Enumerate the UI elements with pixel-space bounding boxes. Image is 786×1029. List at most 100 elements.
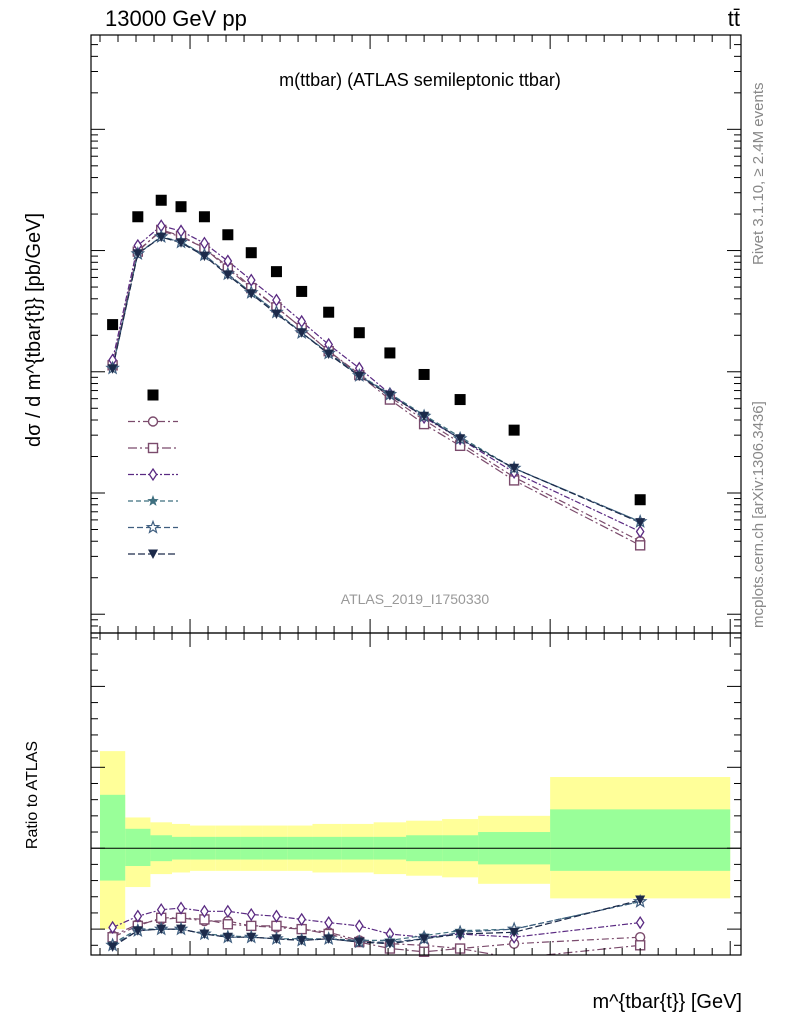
point-p392 [635,524,645,539]
ratio-point-p392 [297,912,307,927]
point-data [384,347,396,359]
point-data [323,306,335,318]
legend-marker [147,389,159,401]
ratio-point-p391 [222,919,234,930]
point-data [222,229,234,241]
point-data [155,194,167,206]
point-data [634,494,646,506]
point-p398 [132,249,143,259]
main-ylabel: dσ / d m^{tbar{t}} [pb/GeV] [23,213,45,447]
series-line-p397 [112,236,641,523]
ratio-point-p398 [384,939,395,949]
point-p398 [156,232,167,243]
legend-marker [148,467,158,482]
ratio-point-p398 [176,924,187,935]
legend-marker [147,442,159,454]
legend-item-p396 [128,495,178,506]
ratio-point-p398 [246,932,257,943]
point-p398 [419,411,430,422]
point-p398 [384,390,395,401]
ratio-point-p398 [156,924,167,935]
ratio-point-p392 [324,915,334,930]
legend-marker [148,549,158,559]
ratio-point-p398 [199,929,210,939]
legend-marker [147,416,159,427]
ratio-line-p392 [112,907,641,938]
point-data [132,211,144,223]
point-p391 [634,540,646,551]
point-p398 [107,364,118,374]
legend-item-p390 [128,416,178,427]
ratio-point-p398 [132,926,143,936]
point-data [198,211,210,223]
main-title: m(ttbar) (ATLAS semileptonic ttbar) [279,70,561,90]
point-p398 [199,251,210,262]
point-p398 [271,309,282,319]
ratio-line-p391 [112,917,641,955]
ratio-point-p392 [200,904,209,918]
ratio-line-p390 [112,917,641,950]
ratio-band-inner [100,794,126,881]
point-p398 [176,238,187,248]
ratio-point-p392 [223,904,233,918]
ratio-point-p392 [246,907,256,922]
ratio-band-inner [125,828,151,867]
point-data [107,319,119,331]
point-p398 [354,371,365,382]
header-right: tt̄ [728,6,740,31]
ratio-point-p398 [455,929,466,939]
ratio-line-p397 [112,901,641,946]
ratio-point-p398 [354,937,365,948]
legend-marker [147,495,159,506]
point-data [296,285,308,297]
ratio-band-inner [550,809,731,871]
ratio-point-p392 [156,903,166,917]
series-line-p391 [112,229,641,546]
ratio-point-p392 [133,909,143,923]
legend-item-p398 [128,549,178,559]
legend-marker [145,519,161,534]
point-data [270,266,282,278]
ratio-point-p398 [271,934,282,944]
point-data [418,368,430,380]
ratio-point-p391 [246,920,257,932]
point-p398 [455,434,466,444]
ratio-point-p392 [176,901,186,915]
ratio-line-p398 [112,899,641,948]
side-label-top: Rivet 3.1.10, ≥ 2.4M events [750,83,767,266]
point-data [454,394,466,406]
main-plot [90,34,742,634]
ratio-point-p398 [419,934,430,944]
ratio-point-p398 [635,895,646,905]
series-line-p392 [112,225,641,533]
ratio-line-p396 [112,901,641,945]
legend-item-data [147,389,159,401]
ratio-point-p392 [354,919,364,933]
point-p398 [246,289,257,299]
point-p398 [509,463,520,474]
series-line-p390 [112,230,641,542]
ratio-ylabel: Ratio to ATLAS [24,741,41,849]
x-axis-label: m^{tbar{t}} [GeV] [593,991,742,1013]
analysis-id: ATLAS_2019_I1750330 [341,591,490,607]
point-p398 [323,349,334,360]
point-data [245,247,257,259]
legend-item-p397 [128,519,178,534]
point-p398 [635,518,646,528]
ratio-point-p398 [323,934,334,944]
legend [128,389,178,559]
ratio-point-p398 [509,927,520,938]
legend-item-p392 [128,467,178,482]
point-data [175,201,187,213]
ratio-point-p398 [222,932,233,943]
ratio-point-p392 [635,915,645,930]
ratio-point-p398 [296,935,307,946]
ratio-point-p398 [107,942,118,952]
series-line-p396 [112,236,641,523]
header-left: 13000 GeV pp [105,6,247,31]
side-label-bottom: mcplots.cern.ch [arXiv:1306.3436] [750,401,767,628]
ratio-point-p392 [108,920,117,935]
ratio-frame [90,632,742,956]
